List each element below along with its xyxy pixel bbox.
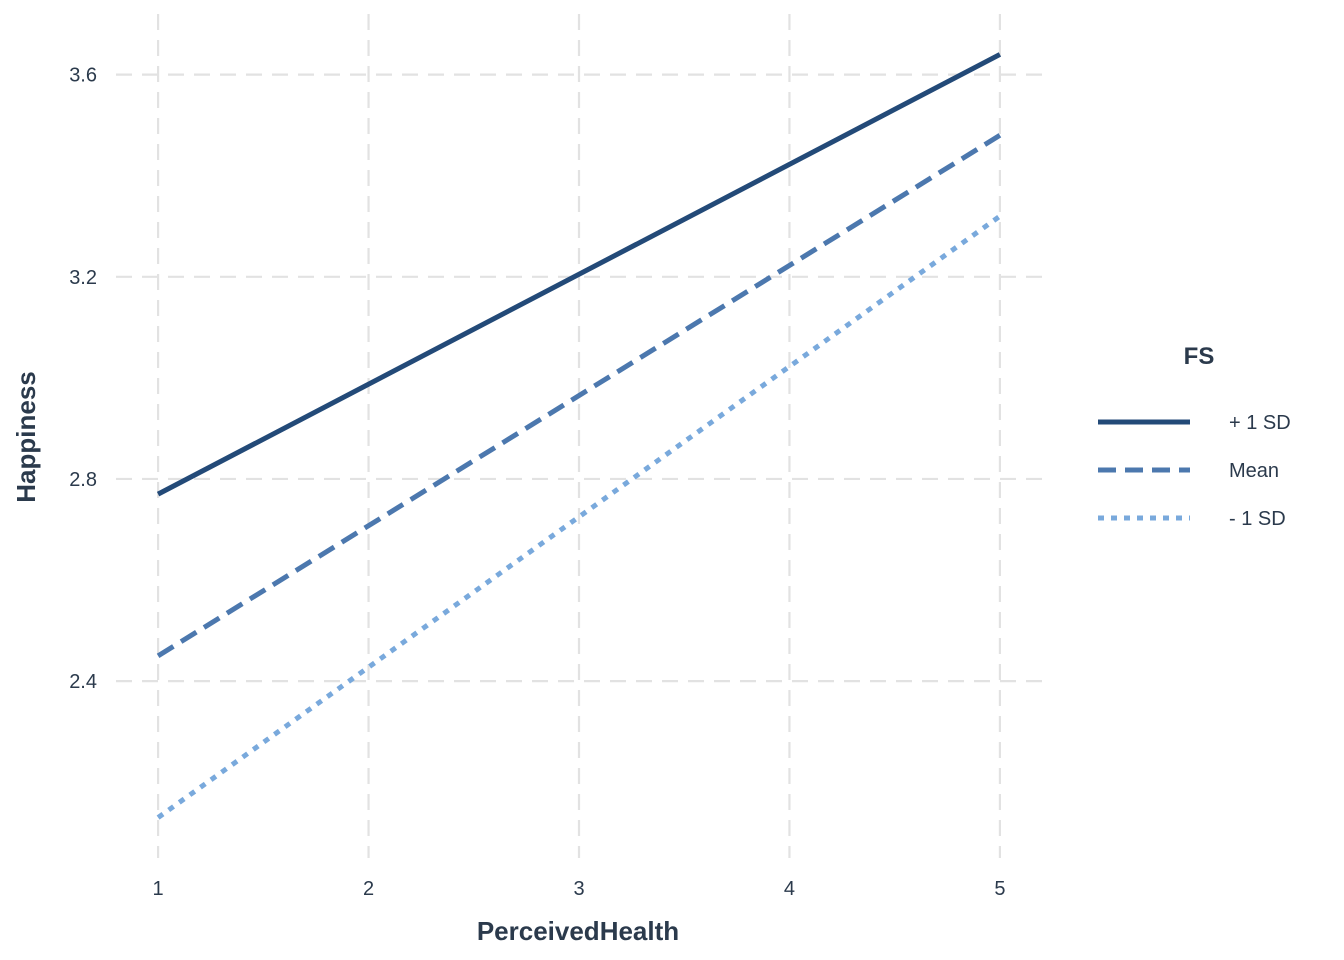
series-line-1-sd: [156, 52, 1002, 497]
series-line-1-sd: [156, 214, 1002, 820]
x-tick-label: 4: [784, 878, 795, 900]
legend-title: FS: [1184, 343, 1215, 370]
y-tick-label: 2.8: [69, 469, 97, 491]
grid: [116, 14, 1042, 858]
series-lines: [156, 52, 1002, 820]
x-tick-label: 3: [573, 878, 584, 900]
y-tick-label: 2.4: [69, 671, 97, 693]
y-tick-label: 3.2: [69, 267, 97, 289]
legend: FS + 1 SD Mean - 1 SD: [1098, 343, 1291, 530]
x-tick-label: 1: [153, 878, 164, 900]
y-tick-label: 3.6: [69, 65, 97, 87]
legend-label: Mean: [1229, 460, 1279, 482]
legend-label: - 1 SD: [1229, 508, 1286, 530]
x-axis-title: PerceivedHealth: [477, 916, 679, 946]
series-line-mean: [156, 133, 1002, 658]
x-tick-label: 5: [994, 878, 1005, 900]
x-tick-label: 2: [363, 878, 374, 900]
y-axis-title: Happiness: [11, 371, 41, 503]
legend-label: + 1 SD: [1229, 412, 1291, 434]
axis-ticks: 1 2 3 4 5 2.4 2.8 3.2 3.6: [69, 65, 1005, 900]
legend-items: + 1 SD Mean - 1 SD: [1098, 412, 1291, 530]
